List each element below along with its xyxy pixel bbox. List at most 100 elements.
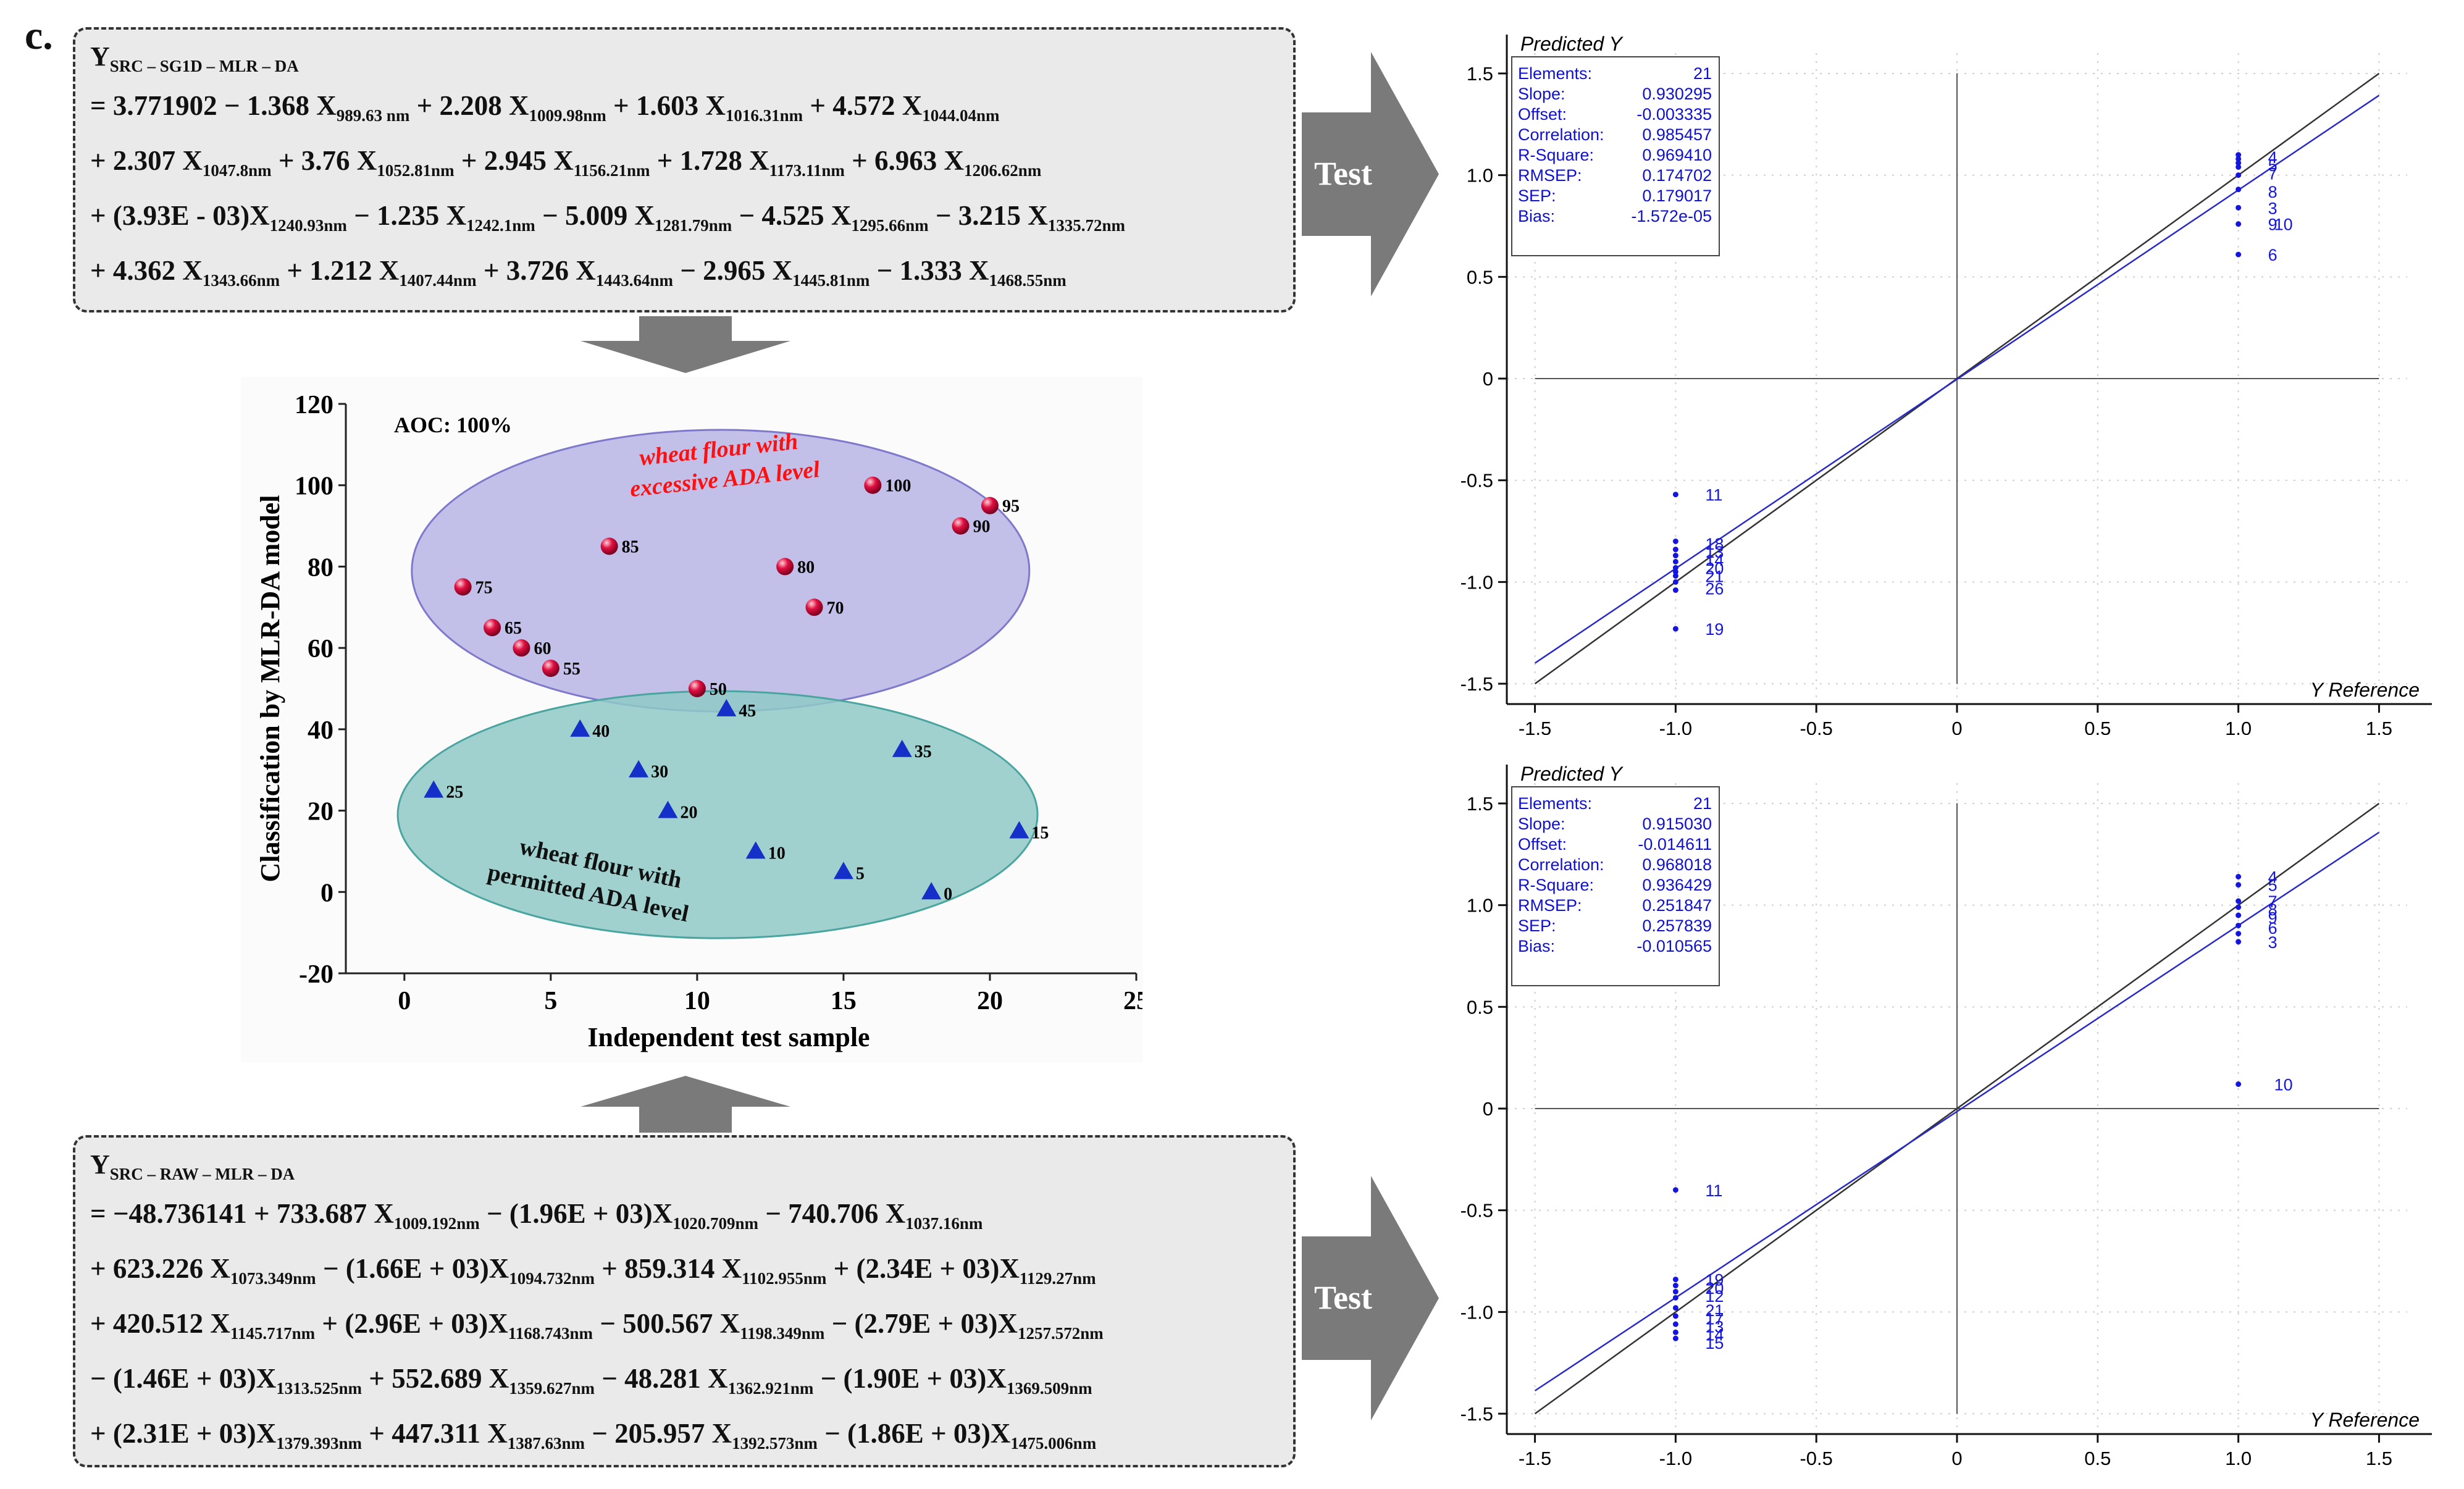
equation-term: + 859.314 X xyxy=(594,1253,742,1284)
point-label: 7 xyxy=(2268,892,2278,911)
equation-title-sub: SRC – SG1D – MLR – DA xyxy=(109,57,299,75)
stats-box xyxy=(1511,56,1720,256)
data-point xyxy=(1672,1313,1678,1319)
data-point-excessive xyxy=(484,619,501,637)
data-point-permitted xyxy=(745,841,766,859)
y-tick-label: -1.5 xyxy=(1460,1403,1493,1425)
equation-term: − 0.584 X xyxy=(673,310,792,312)
x-tick-label: -0.5 xyxy=(1800,718,1832,735)
y-tick-label: 0.5 xyxy=(1467,996,1493,1018)
point-label: 12 xyxy=(1705,1287,1724,1306)
y-tick-label: 120 xyxy=(295,391,333,419)
data-point xyxy=(1672,1335,1678,1341)
data-label: 0 xyxy=(944,884,952,904)
data-point xyxy=(1672,1294,1678,1301)
wavelength-subscript: 1198.349nm xyxy=(740,1324,825,1343)
equation-line: + (3.93E - 03)X1240.93nm − 1.235 X1242.1… xyxy=(90,193,1281,248)
wavelength-subscript: 1445.81nm xyxy=(792,271,870,290)
equation-term: − (1.46E + 03)X xyxy=(90,1363,277,1394)
x-tick-label: 10 xyxy=(684,987,710,1015)
equation-term: + 2.106 X xyxy=(861,310,981,312)
y-tick-label: 40 xyxy=(308,716,333,745)
data-point-permitted xyxy=(629,760,649,778)
data-point-permitted xyxy=(658,800,678,818)
wavelength-subscript: 1475.006nm xyxy=(1010,1434,1097,1453)
stats-value: 21 xyxy=(1693,794,1712,813)
point-label: 14 xyxy=(1705,551,1724,569)
equation-term: + (2.96E + 03)X xyxy=(315,1308,508,1339)
equation-title: YSRC – SG1D – MLR – DA xyxy=(90,40,1281,83)
equation-box-raw: YSRC – RAW – MLR – DA = −48.736141 + 733… xyxy=(73,1135,1296,1467)
wavelength-subscript: 1387.63nm xyxy=(507,1434,585,1453)
permitted-region xyxy=(396,690,1039,939)
data-label: 50 xyxy=(710,680,727,699)
equation-term: − 48.281 X xyxy=(594,1363,728,1394)
equation-term: − 4.238 X xyxy=(90,310,203,312)
stats-value: 0.968018 xyxy=(1642,855,1712,874)
equation-term: + 552.689 X xyxy=(362,1363,509,1394)
stats-value: 0.251847 xyxy=(1642,896,1712,915)
wavelength-subscript: 1009.98nm xyxy=(529,106,606,125)
stats-value: 0.257839 xyxy=(1642,916,1712,935)
data-point xyxy=(2236,221,2242,227)
point-label: 14 xyxy=(1705,1326,1724,1344)
stats-label: Elements: xyxy=(1518,64,1592,83)
x-tick-label: 20 xyxy=(977,987,1003,1015)
data-point-excessive xyxy=(688,680,706,697)
wavelength-subscript: 1156.21nm xyxy=(573,161,650,180)
data-label: 85 xyxy=(622,538,639,557)
chart-title: AOC: 100% xyxy=(394,413,512,437)
wavelength-subscript: 1047.8nm xyxy=(202,161,272,180)
y-tick-label: 20 xyxy=(308,798,333,826)
y-tick-label: 1.5 xyxy=(1467,793,1493,815)
data-point-excessive xyxy=(864,476,882,494)
equation-title-sub: SRC – RAW – MLR – DA xyxy=(109,1165,295,1183)
data-point-permitted xyxy=(716,698,737,716)
panel-label: c. xyxy=(25,13,53,58)
data-label: 45 xyxy=(739,702,756,721)
point-label: 8 xyxy=(2268,183,2278,201)
test-arrow-icon xyxy=(1302,52,1439,296)
equation-lines: = −48.736141 + 733.687 X1009.192nm − (1.… xyxy=(90,1191,1281,1465)
x-axis-title: Y Reference xyxy=(2310,1409,2420,1431)
wavelength-subscript: 1242.1nm xyxy=(466,216,535,235)
point-label: 21 xyxy=(1705,1301,1724,1320)
x-tick-label: 0 xyxy=(398,987,411,1015)
x-axis-title: Independent test sample xyxy=(587,1022,870,1052)
stats-value: 0.915030 xyxy=(1642,815,1712,833)
data-label: 75 xyxy=(476,578,493,597)
equation-line: = 3.771902 − 1.368 X989.63 nm + 2.208 X1… xyxy=(90,83,1281,138)
x-tick-label: 1.0 xyxy=(2225,718,2252,735)
stats-value: 0.969410 xyxy=(1642,146,1712,164)
point-label: 9 xyxy=(2268,216,2278,234)
stats-value: -0.010565 xyxy=(1636,937,1712,955)
x-tick-label: -0.5 xyxy=(1800,1448,1832,1469)
equation-term: + 1.728 X xyxy=(650,145,769,176)
y-tick-label: -1.5 xyxy=(1460,673,1493,695)
data-point xyxy=(1672,547,1678,553)
stats-label: Correlation: xyxy=(1518,855,1604,874)
x-tick-label: -1.5 xyxy=(1519,718,1551,735)
data-point xyxy=(1672,573,1678,579)
wavelength-subscript: 1359.627nm xyxy=(509,1379,595,1398)
equation-term: + (3.93E - 03)X xyxy=(90,200,270,231)
up-arrow-icon xyxy=(580,1076,790,1133)
x-tick-label: -1.0 xyxy=(1659,718,1692,735)
equation-lines: = 3.771902 − 1.368 X989.63 nm + 2.208 X1… xyxy=(90,83,1281,312)
prediction-chart-sg1d: -1.5 -1.0 -0.5 0 0.5 1.0 1.5 -1.5 -1.0 -0.5 0 0.5 1.… xyxy=(1439,25,2452,735)
data-point xyxy=(1672,1283,1678,1289)
data-point-excessive xyxy=(981,497,999,514)
stats-label: Elements: xyxy=(1518,794,1592,813)
point-label: 6 xyxy=(2268,919,2278,937)
equation-title-main: Y xyxy=(90,41,110,72)
point-label: 3 xyxy=(2268,933,2278,952)
equation-term: − 3.215 X xyxy=(928,200,1048,231)
data-label: 35 xyxy=(915,742,932,761)
y-tick-label: -20 xyxy=(299,960,333,989)
y-tick-label: -1.0 xyxy=(1460,571,1493,593)
equation-term: + 447.311 X xyxy=(362,1418,508,1449)
data-point-permitted xyxy=(833,862,853,879)
point-label: 4 xyxy=(2268,148,2278,167)
data-point-permitted xyxy=(1009,821,1029,839)
wavelength-subscript: 1295.66nm xyxy=(851,216,929,235)
